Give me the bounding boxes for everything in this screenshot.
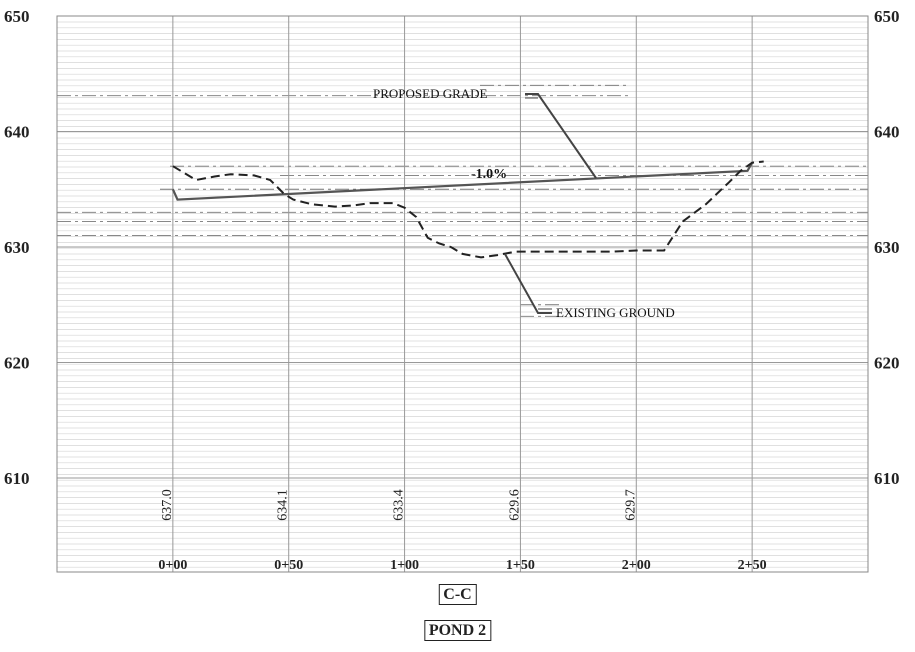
- y-tick-label-left: 630: [4, 238, 30, 257]
- y-tick-label-left: 640: [4, 123, 30, 142]
- station-elevation-label: 629.6: [507, 489, 522, 521]
- station-elevation-labels: 637.0 634.1 633.4 629.6 629.7: [160, 489, 638, 521]
- x-tick-label: 2+50: [738, 558, 767, 573]
- proposed-grade-label: PROPOSED GRADE: [373, 86, 488, 101]
- annotation-leaders: [504, 93, 597, 314]
- station-elevation-label: 637.0: [160, 489, 175, 521]
- background-hatch-lines: [57, 21, 868, 568]
- y-tick-label-left: 650: [4, 7, 30, 26]
- pond-subtitle: POND 2: [423, 620, 492, 641]
- station-elevation-label: 633.4: [392, 489, 407, 521]
- y-tick-label-left: 610: [4, 469, 30, 488]
- x-tick-label: 1+00: [390, 558, 419, 573]
- y-tick-label-left: 620: [4, 354, 30, 373]
- y-tick-label-right: 610: [874, 469, 900, 488]
- section-title: C-C: [438, 584, 477, 605]
- x-tick-label: 0+00: [158, 558, 187, 573]
- existing-ground-leader: [504, 253, 552, 314]
- proposed-grade-leader: [525, 93, 597, 179]
- reference-dash-lines: [57, 84, 868, 317]
- series-group: [171, 160, 764, 259]
- station-elevation-label: 629.7: [623, 489, 638, 521]
- plot-frame: [56, 15, 869, 573]
- slope-label: -1.0%: [471, 167, 507, 182]
- existing-ground-label: EXISTING GROUND: [556, 305, 675, 320]
- x-tick-label: 1+50: [506, 558, 535, 573]
- y-tick-label-right: 640: [874, 123, 900, 142]
- y-tick-label-right: 620: [874, 354, 900, 373]
- y-tick-label-right: 630: [874, 238, 900, 257]
- station-elevation-label: 634.1: [276, 489, 291, 521]
- x-axis-station-ticks: 0+00 0+50 1+00 1+50 2+00 2+50: [158, 558, 766, 573]
- x-tick-label: 0+50: [274, 558, 303, 573]
- x-tick-label: 2+00: [622, 558, 651, 573]
- y-axis-left-ticks: 650 640 630 620 610: [4, 7, 30, 488]
- proposed-grade-line: [171, 162, 754, 201]
- y-axis-right-ticks: 650 640 630 620 610: [874, 7, 900, 488]
- y-tick-label-right: 650: [874, 7, 900, 26]
- existing-ground-line: [172, 160, 764, 259]
